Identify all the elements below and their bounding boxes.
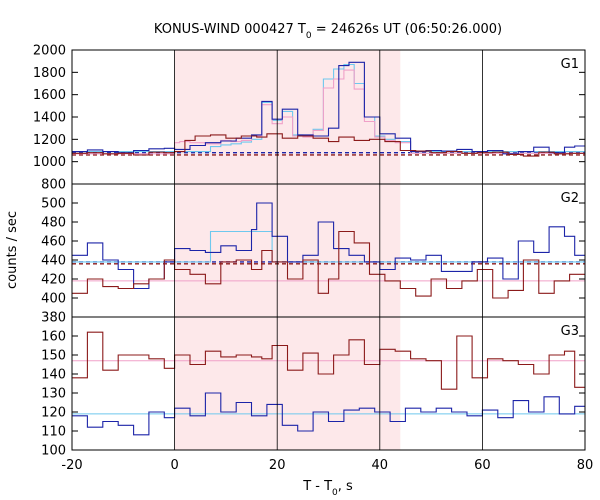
y-axis-title: counts / sec [5, 211, 20, 289]
y-tick-label: 380 [41, 311, 66, 326]
x-tick-label: 40 [372, 458, 389, 473]
y-tick-label: 800 [41, 178, 66, 193]
y-tick-label: 1200 [33, 133, 66, 148]
series-line-dark_red [72, 230, 585, 299]
panel-label: G3 [561, 324, 579, 339]
series-line-dark_red [72, 331, 585, 390]
y-tick-label: 1400 [33, 111, 66, 126]
x-tick-label: 60 [474, 458, 491, 473]
y-tick-label: 130 [41, 387, 66, 402]
y-tick-label: 1800 [33, 66, 66, 81]
y-tick-label: 150 [41, 349, 66, 364]
series-line-dark_red [72, 133, 585, 157]
y-tick-label: 460 [41, 235, 66, 250]
panel-label: G1 [561, 57, 579, 72]
y-tick-label: 100 [41, 444, 66, 459]
y-tick-label: 420 [41, 273, 66, 288]
y-tick-label: 120 [41, 406, 66, 421]
y-tick-label: 500 [41, 197, 66, 212]
plot-frame [71, 49, 586, 451]
chart-title: KONUS-WIND 000427 T0 = 24626s UT (06:50:… [154, 22, 502, 41]
y-tick-label: 440 [41, 254, 66, 269]
y-tick-label: 1000 [33, 155, 66, 170]
y-tick-label: 480 [41, 216, 66, 231]
y-tick-label: 400 [41, 292, 66, 307]
y-tick-label: 110 [41, 425, 66, 440]
x-tick-label: 80 [577, 458, 594, 473]
x-tick-label: -20 [61, 458, 82, 473]
series-line-dark_blue [72, 61, 585, 155]
y-tick-label: 160 [41, 330, 66, 345]
series-line-dark_blue [72, 392, 585, 436]
x-tick-label: 0 [170, 458, 178, 473]
y-tick-label: 1600 [33, 88, 66, 103]
x-axis-title: T - T0, s [302, 479, 353, 498]
y-tick-label: 2000 [33, 44, 66, 59]
x-tick-label: 20 [269, 458, 286, 473]
y-tick-label: 140 [41, 368, 66, 383]
panel-label: G2 [561, 191, 579, 206]
